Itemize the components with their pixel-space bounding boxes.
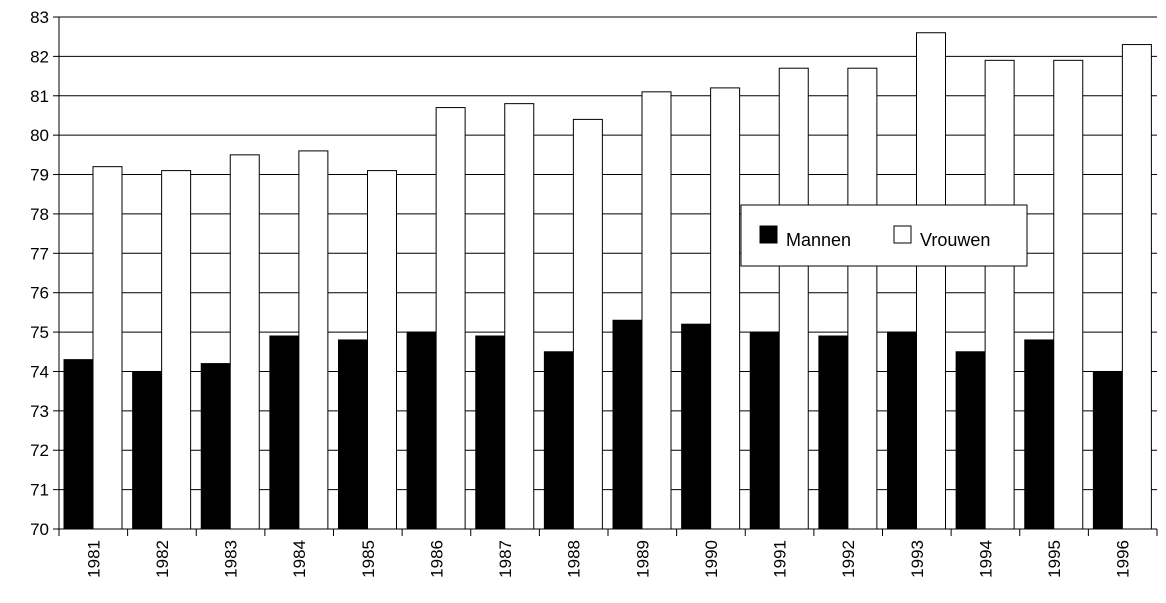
- x-tick-label: 1986: [427, 540, 446, 578]
- x-axis: 1981 1982 1983 1984 1985 1986 1987 1988 1989 1990…: [58, 528, 1158, 578]
- bar-vrouwen-1984: [298, 150, 329, 530]
- bars: [63, 32, 1152, 530]
- bar-mannen-1994: [955, 351, 986, 530]
- x-tick-label: 1995: [1045, 540, 1064, 578]
- bar-mannen-1993: [887, 331, 917, 530]
- bar-mannen-1983: [200, 363, 231, 530]
- x-tick-label: 1989: [633, 540, 652, 578]
- y-tick-label: 74: [30, 362, 49, 381]
- legend-swatch-mannen: [759, 225, 778, 244]
- x-tick-label: 1983: [222, 540, 241, 578]
- bar-vrouwen-1992: [847, 67, 878, 530]
- x-tick-label: 1996: [1114, 540, 1133, 578]
- y-tick-label: 83: [30, 8, 49, 27]
- bar-vrouwen-1987: [504, 103, 535, 530]
- bar-vrouwen-1996: [1121, 44, 1152, 530]
- x-tick-label: 1993: [908, 540, 927, 578]
- x-tick-label: 1994: [976, 540, 995, 578]
- bar-mannen-1989: [612, 319, 643, 530]
- legend-box: [740, 204, 1028, 267]
- x-tick-label: 1988: [565, 540, 584, 578]
- bar-mannen-1985: [338, 339, 368, 530]
- y-tick-label: 72: [30, 441, 49, 460]
- bar-vrouwen-1995: [1053, 59, 1084, 530]
- y-tick-label: 76: [30, 284, 49, 303]
- x-tick-label: 1984: [290, 540, 309, 578]
- bar-mannen-1991: [749, 331, 780, 530]
- bar-vrouwen-1981: [92, 166, 123, 530]
- bar-mannen-1982: [132, 370, 163, 530]
- y-tick-label: 75: [30, 323, 49, 342]
- bar-mannen-1981: [63, 359, 94, 530]
- bar-vrouwen-1983: [229, 154, 260, 530]
- x-tick-label: 1991: [771, 540, 790, 578]
- bar-mannen-1987: [475, 335, 506, 530]
- bar-mannen-1984: [269, 335, 300, 530]
- bar-vrouwen-1982: [161, 170, 192, 530]
- y-tick-label: 79: [30, 166, 49, 185]
- x-tick-label: 1981: [84, 540, 103, 578]
- y-tick-label: 77: [30, 244, 49, 263]
- bar-vrouwen-1994: [984, 59, 1015, 530]
- bar-vrouwen-1985: [367, 170, 397, 530]
- bar-vrouwen-1988: [572, 118, 603, 530]
- y-tick-label: 81: [30, 87, 49, 106]
- y-tick-label: 71: [30, 481, 49, 500]
- legend-label-mannen: Mannen: [786, 230, 851, 250]
- legend-swatch-vrouwen: [893, 225, 912, 244]
- y-tick-label: 70: [30, 520, 49, 539]
- bar-mannen-1996: [1092, 370, 1123, 530]
- bar-mannen-1990: [681, 323, 712, 530]
- bar-mannen-1986: [406, 331, 437, 530]
- bar-vrouwen-1986: [435, 107, 466, 530]
- y-tick-label: 73: [30, 402, 49, 421]
- x-tick-label: 1982: [153, 540, 172, 578]
- y-tick-label: 78: [30, 205, 49, 224]
- bar-vrouwen-1990: [710, 87, 741, 530]
- bar-vrouwen-1989: [641, 91, 672, 530]
- x-tick-label: 1992: [839, 540, 858, 578]
- bar-mannen-1992: [818, 335, 849, 530]
- bar-mannen-1995: [1024, 339, 1055, 530]
- bar-vrouwen-1993: [916, 32, 946, 530]
- x-tick-label: 1987: [496, 540, 515, 578]
- bar-vrouwen-1991: [778, 67, 809, 530]
- legend: Mannen Vrouwen: [740, 204, 1028, 267]
- x-tick-label: 1985: [359, 540, 378, 578]
- x-tick-label: 1990: [702, 540, 721, 578]
- y-tick-label: 82: [30, 47, 49, 66]
- bar-mannen-1988: [543, 351, 574, 530]
- y-axis: 70 71 72 73 74 75 76 77 78 79 80 81 82 83: [30, 8, 60, 539]
- legend-label-vrouwen: Vrouwen: [920, 230, 990, 250]
- y-tick-label: 80: [30, 126, 49, 145]
